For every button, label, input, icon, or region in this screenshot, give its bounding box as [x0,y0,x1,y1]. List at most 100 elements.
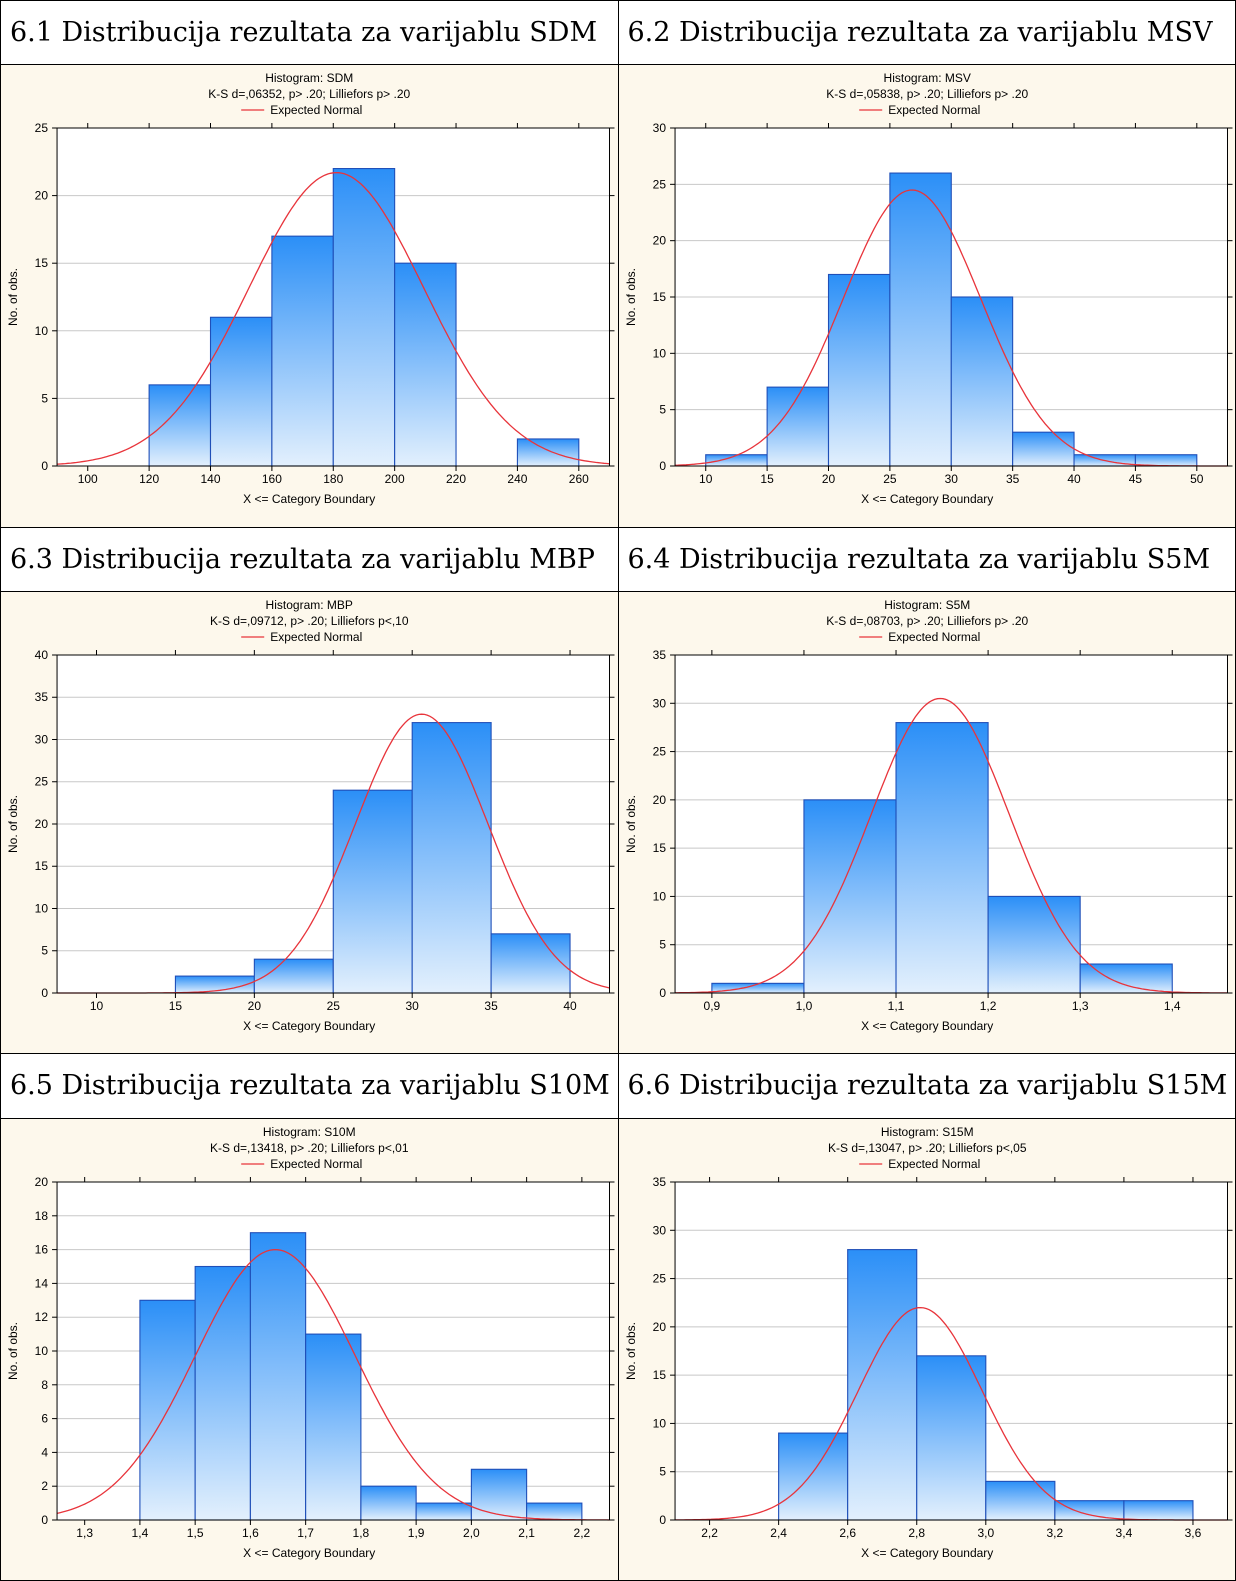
histogram-sdm: Histogram: SDM K-S d=,06352, p> .20; Lill… [6,71,615,506]
y-axis-label: No. of obs. [6,268,20,326]
x-tick-label: 240 [507,472,527,486]
histogram-bar [1122,1499,1194,1521]
x-axis-label: X <= Category Boundary [243,1019,375,1033]
y-axis-label: No. of obs. [624,795,638,853]
y-tick-label: 15 [652,1368,666,1382]
y-tick-label: 10 [35,324,49,338]
expected-normal-curve [56,1248,610,1521]
x-tick-label: 180 [323,472,343,486]
x-tick-label: 3,2 [1046,1526,1063,1540]
x-tick-label: 220 [446,472,466,486]
x-tick-label: 1,5 [187,1526,204,1540]
y-tick-label: 10 [652,1416,666,1430]
y-tick-label: 16 [35,1242,49,1256]
y-tick-label: 20 [652,1319,666,1333]
x-tick-label: 25 [327,999,341,1013]
x-tick-label: 40 [563,999,577,1013]
histogram-bar [1053,1499,1124,1521]
y-tick-label: 20 [652,793,666,807]
x-tick-label: 200 [385,472,405,486]
plot-frame [674,654,1228,994]
x-tick-label: 1,9 [408,1526,425,1540]
y-tick-label: 30 [35,732,49,746]
y-tick-label: 5 [659,1464,666,1478]
section-heading-mbp: 6.3 Distribucija rezultata za varijablu … [0,526,619,592]
x-tick-label: 20 [248,999,262,1013]
x-tick-label: 1,8 [353,1526,370,1540]
x-tick-label: 30 [406,999,420,1013]
y-tick-label: 30 [652,1223,666,1237]
histogram-bar [271,235,334,467]
y-tick-label: 30 [652,121,666,135]
histogram-bar [846,1248,917,1521]
x-tick-label: 100 [78,472,98,486]
section-heading-s5m: 6.4 Distribucija rezultata za varijablu … [617,526,1236,592]
histogram-bar [984,1480,1055,1521]
histogram-bar [915,1354,986,1521]
y-tick-label: 0 [41,459,48,473]
x-tick-label: 45 [1128,472,1142,486]
y-tick-label: 0 [659,1513,666,1527]
histogram-bar [950,296,1013,467]
chart-title: Histogram: S5M [884,598,970,612]
y-tick-label: 5 [659,938,666,952]
table-row: 6.5 Distribucija rezultata za varijablu … [0,1053,1236,1119]
histogram-bar [332,168,396,467]
expected-normal-curve [674,189,1227,467]
y-axis-label: No. of obs. [624,1322,638,1380]
x-tick-label: 1,3 [76,1526,93,1540]
x-tick-label: 1,4 [1163,999,1180,1013]
y-tick-label: 4 [41,1445,48,1459]
table-row: Histogram: MBP K-S d=,09712, p> .20; Lill… [0,590,1236,1055]
chart-title: Histogram: MBP [266,598,353,612]
x-tick-label: 2,8 [908,1526,925,1540]
chart-subtitle: K-S d=,13418, p> .20; Lilliefors p<,01 [210,1141,409,1155]
x-tick-label: 15 [760,472,774,486]
y-tick-label: 14 [35,1276,49,1290]
histogram-bar [253,958,334,994]
y-tick-label: 8 [41,1377,48,1391]
y-tick-label: 5 [41,944,48,958]
chart-cell-s5m: Histogram: S5M K-S d=,08703, p> .20; Lill… [617,590,1236,1055]
y-tick-label: 0 [41,1513,48,1527]
legend-label: Expected Normal [888,1157,980,1171]
histogram-bar [1134,454,1197,467]
histogram-bar [704,454,768,467]
expected-normal-curve [56,172,610,466]
histogram-bar [394,262,457,467]
y-tick-label: 2 [41,1479,48,1493]
histogram-mbp: Histogram: MBP K-S d=,09712, p> .20; Lill… [6,598,615,1033]
y-tick-label: 35 [652,648,666,662]
x-axis-label: X <= Category Boundary [861,1546,993,1560]
x-tick-label: 20 [821,472,835,486]
histogram-bar [411,721,492,994]
y-tick-label: 10 [652,347,666,361]
chart-subtitle: K-S d=,09712, p> .20; Lilliefors p<,10 [210,614,409,628]
x-tick-label: 120 [139,472,159,486]
y-tick-label: 30 [652,696,666,710]
y-tick-label: 25 [35,121,49,135]
y-tick-label: 5 [41,392,48,406]
y-tick-label: 0 [41,986,48,1000]
chart-cell-sdm: Histogram: SDM K-S d=,06352, p> .20; Lill… [0,64,619,528]
y-tick-label: 25 [652,1271,666,1285]
chart-cell-s10m: Histogram: S10M K-S d=,13418, p> .20; Lil… [0,1117,619,1581]
histogram-s5m: Histogram: S5M K-S d=,08703, p> .20; Lill… [624,598,1232,1033]
x-tick-label: 3,6 [1184,1526,1201,1540]
histogram-bar [360,1485,417,1521]
y-tick-label: 0 [659,459,666,473]
histogram-bar [194,1265,251,1521]
legend-label: Expected Normal [270,103,362,117]
y-tick-label: 35 [35,690,49,704]
table-row: Histogram: SDM K-S d=,06352, p> .20; Lill… [0,64,1236,528]
histogram-bar [777,1432,848,1521]
y-tick-label: 15 [35,256,49,270]
histogram-bar [332,789,413,994]
x-tick-label: 160 [262,472,282,486]
histogram-bar [148,384,212,467]
x-tick-label: 2,0 [463,1526,480,1540]
expected-normal-curve [674,1306,1227,1521]
histogram-bar [827,274,890,467]
section-heading-msv: 6.2 Distribucija rezultata za varijablu … [617,0,1236,66]
y-axis-label: No. of obs. [6,1322,20,1380]
